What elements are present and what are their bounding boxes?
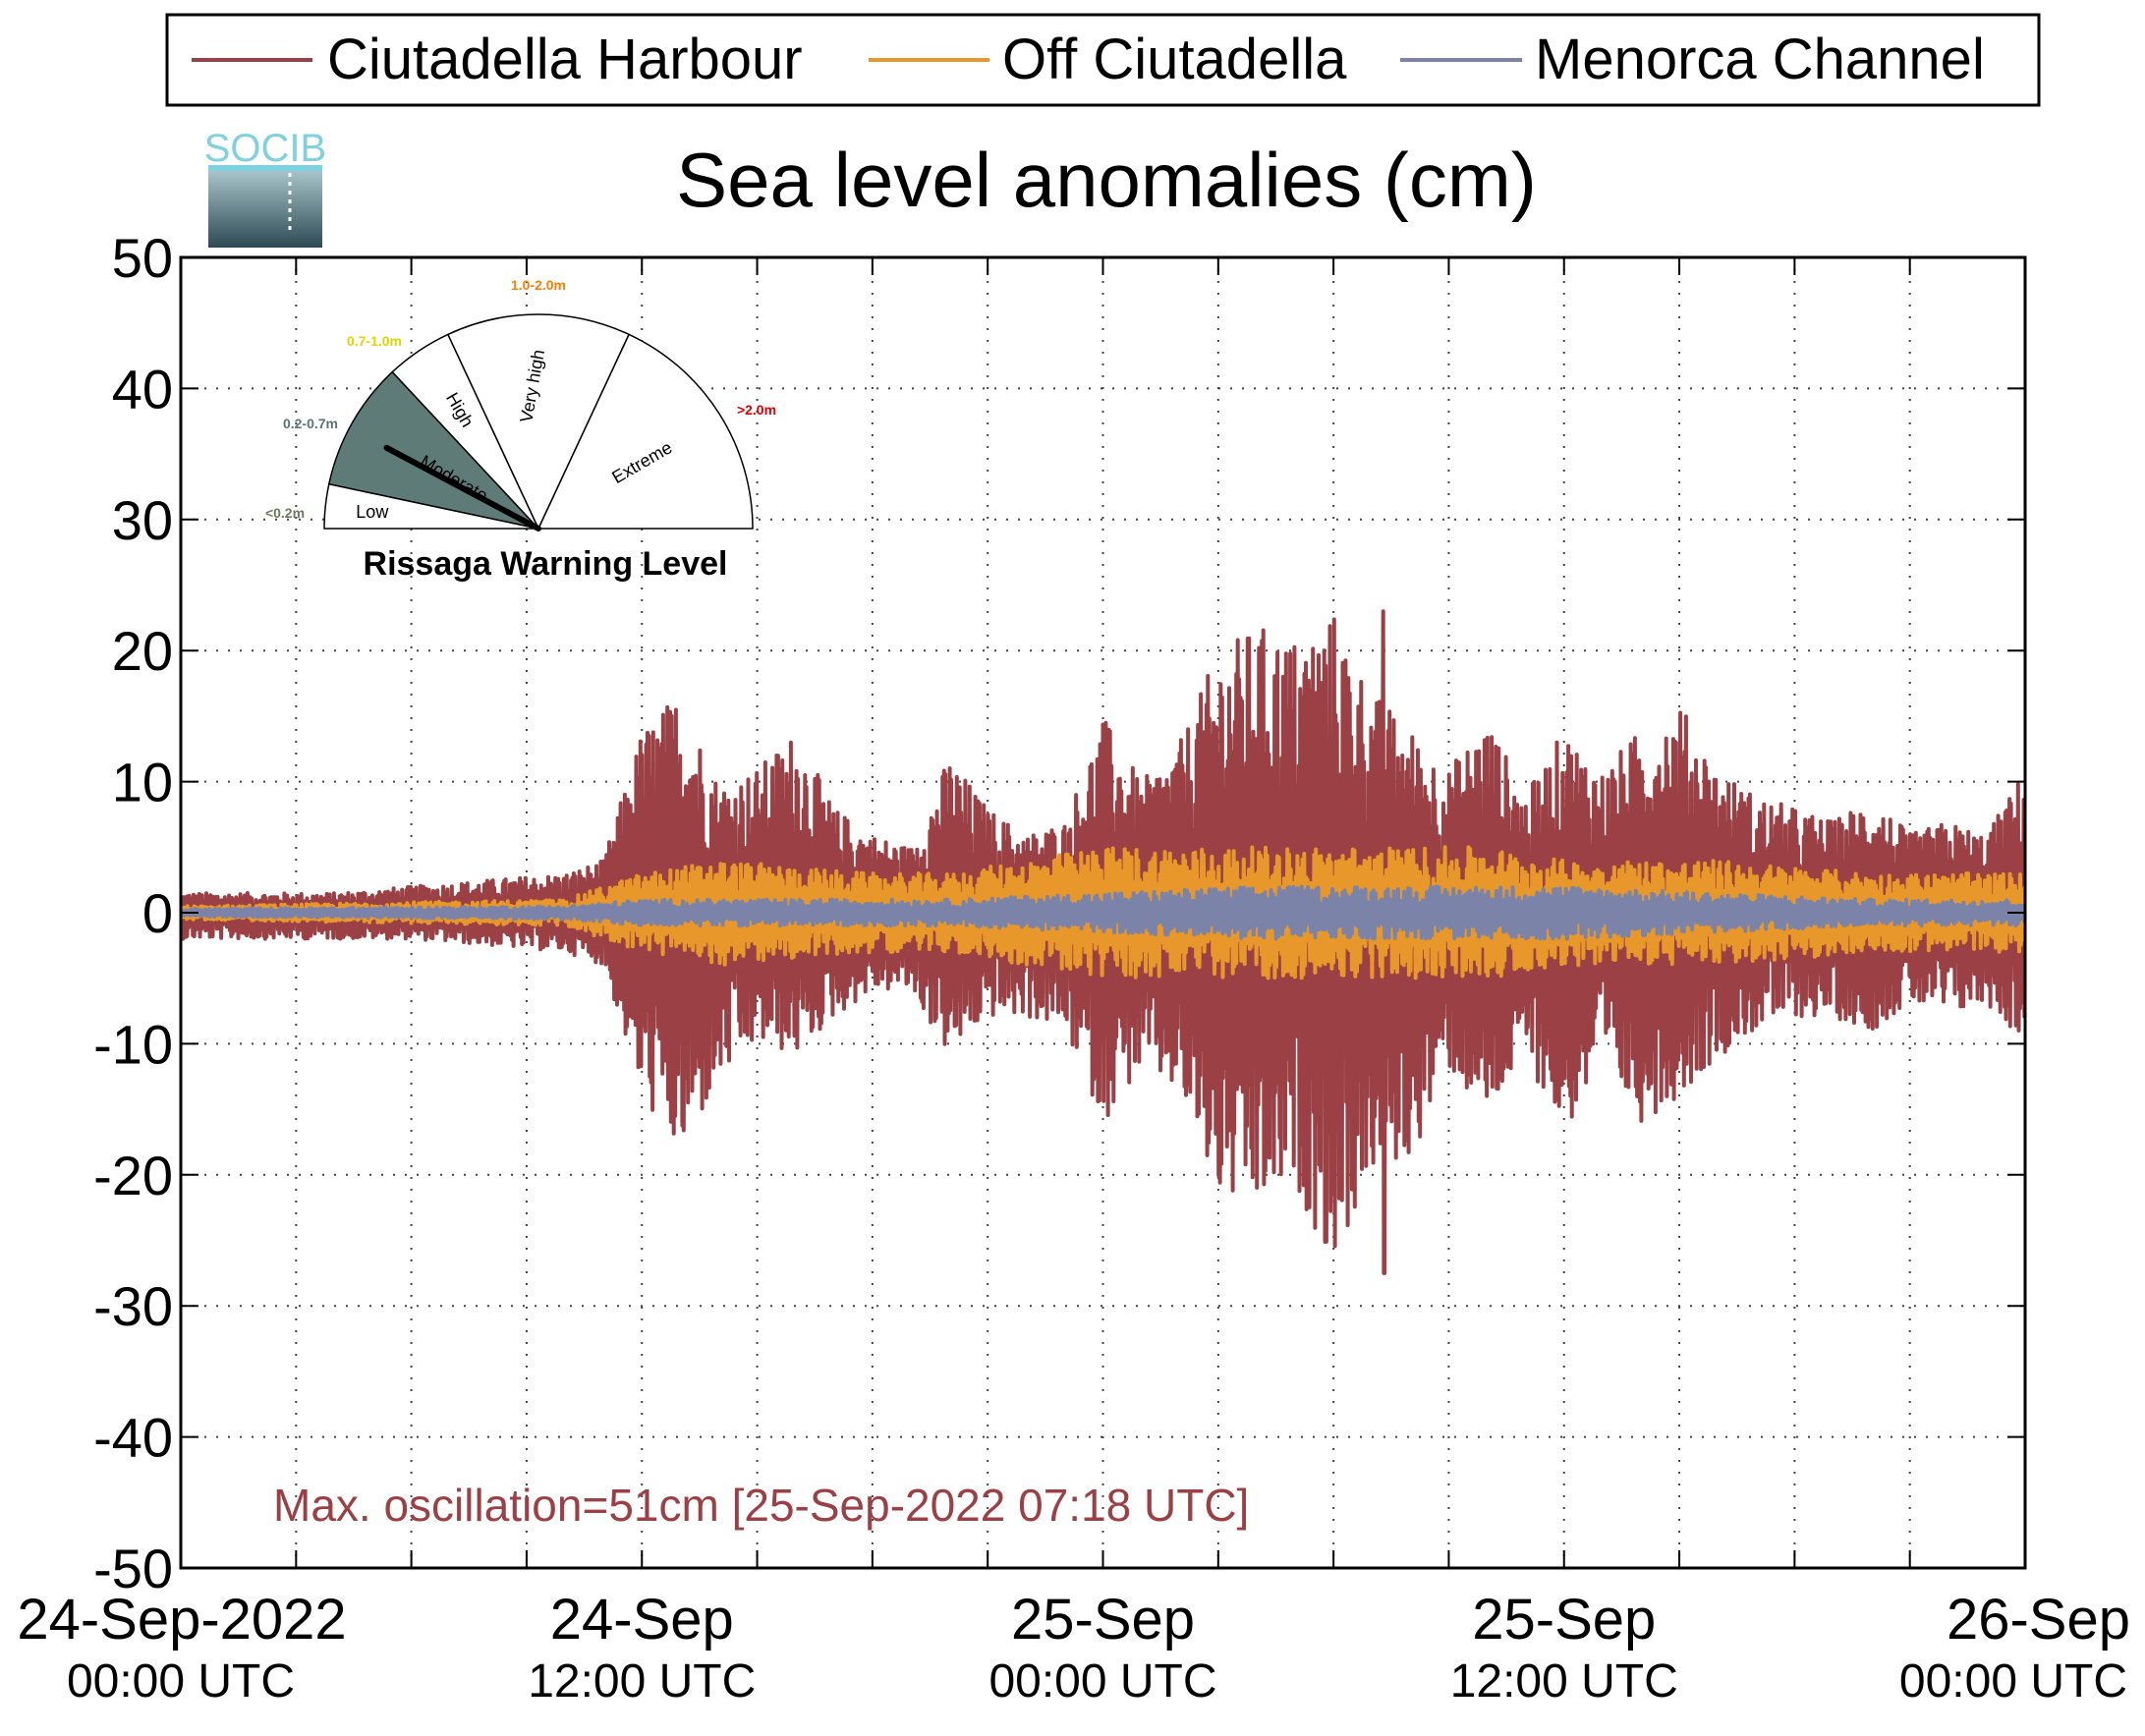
y-tick-label: -40 (93, 1407, 173, 1469)
max-oscillation-annotation: Max. oscillation=51cm [25-Sep-2022 07:18… (273, 1480, 1249, 1531)
y-tick-label: 10 (112, 752, 173, 813)
y-tick-label: 40 (112, 358, 173, 420)
x-tick-label-time: 00:00 UTC (67, 1655, 295, 1708)
gauge-range-label: >2.0m (737, 402, 776, 418)
y-tick-label: -50 (93, 1538, 173, 1599)
gauge-sector-label: Low (356, 502, 389, 522)
legend-label-ciutadella-harbour: Ciutadella Harbour (327, 28, 803, 91)
socib-logo-stripe (208, 165, 322, 171)
y-tick-label: -30 (93, 1275, 173, 1337)
legend-label-off-ciutadella: Off Ciutadella (1002, 28, 1347, 91)
legend-label-menorca-channel: Menorca Channel (1535, 28, 1985, 91)
y-tick-label: -10 (93, 1013, 173, 1075)
series-line-menorca-channel (181, 884, 2025, 941)
y-tick-label: 20 (112, 620, 173, 682)
gauge-sector-moderate (327, 370, 541, 531)
gauge-range-label: 0.2-0.7m (283, 416, 338, 431)
gauge-range-label: 0.7-1.0m (347, 333, 402, 349)
y-axis-labels: 50 40 30 20 10 0 -10 -20 -30 -40 -50 (93, 227, 173, 1599)
y-tick-label: 0 (142, 882, 173, 944)
gauge-range-label: 1.0-2.0m (511, 277, 566, 293)
legend: Ciutadella Harbour Off Ciutadella Menorc… (165, 13, 2041, 107)
x-tick-label-date: 24-Sep-2022 (17, 1588, 346, 1652)
series-layer (181, 609, 2025, 1275)
x-tick-label-date: 25-Sep (1472, 1588, 1656, 1652)
y-tick-label: 50 (112, 227, 173, 289)
x-tick-label-time: 12:00 UTC (1450, 1655, 1678, 1708)
x-tick-label-date: 25-Sep (1011, 1588, 1195, 1652)
x-tick-label-date: 24-Sep (550, 1588, 734, 1652)
chart-title: Sea level anomalies (cm) (676, 137, 1537, 223)
gauge-sector-extreme (536, 333, 754, 530)
x-tick-label-time: 12:00 UTC (528, 1655, 756, 1708)
x-tick-label-time: 00:00 UTC (1899, 1655, 2127, 1708)
socib-logo-text: SOCIB (204, 127, 326, 170)
socib-logo: SOCIB (204, 127, 326, 248)
y-tick-label: 30 (112, 489, 173, 551)
gauge-range-label: <0.2m (265, 505, 305, 521)
gauge-needle (383, 444, 541, 532)
legend-box (165, 13, 2041, 107)
x-tick-label-time: 00:00 UTC (988, 1655, 1216, 1708)
gauge-sector-very-high (446, 313, 631, 531)
gauge-title: Rissaga Warning Level (364, 545, 728, 583)
socib-logo-mark (208, 169, 322, 248)
axis-ticks (180, 256, 2026, 1569)
y-tick-label: -20 (93, 1145, 173, 1206)
x-tick-label-date: 26-Sep (1947, 1588, 2130, 1652)
